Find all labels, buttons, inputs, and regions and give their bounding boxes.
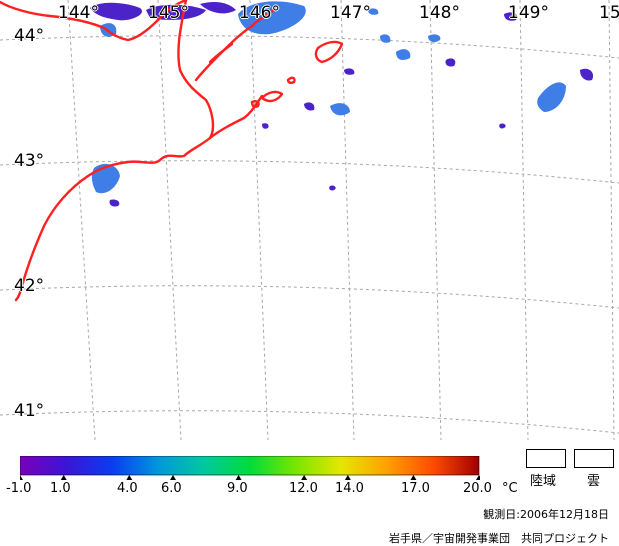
coastline-segment (208, 42, 234, 64)
color-bar-tick (170, 475, 176, 480)
lat-label-42: 42° (14, 276, 45, 296)
cloud-legend-swatch (574, 449, 614, 468)
meridian-line (249, 0, 269, 440)
scale-tick-label: 20.0 (463, 481, 492, 496)
parallel-line (0, 410, 619, 434)
meridian-line (429, 0, 442, 440)
meridian-line (340, 0, 355, 440)
parallel-line (0, 35, 619, 59)
credit-text: 岩手県／宇宙開発事業団 共同プロジェクト (389, 532, 609, 545)
cloud-patch (238, 1, 306, 35)
lon-label-149: 149° (508, 3, 549, 23)
graticule-lines (0, 0, 619, 440)
color-bar-tick (301, 475, 308, 480)
scale-tick-label: -1.0 (6, 481, 32, 496)
sst-map (0, 0, 619, 440)
cloud-patches (90, 1, 594, 207)
color-bar-tick (344, 475, 351, 480)
lat-label-43: 43° (14, 151, 45, 171)
coastline-segment (286, 76, 296, 85)
lat-label-44: 44° (14, 26, 45, 46)
land-legend-swatch (526, 449, 566, 468)
color-bar-tick (126, 475, 133, 480)
cloud-patch (330, 103, 350, 116)
color-bar-fill (20, 456, 480, 476)
meridian-line (608, 0, 615, 440)
color-bar-tick (20, 475, 23, 480)
cloud-patch (90, 2, 142, 21)
lon-label-146: 146° (239, 3, 280, 23)
lon-label-150: 15 (599, 3, 619, 23)
cloud-patch (396, 49, 411, 60)
lon-label-145: 145° (148, 3, 189, 23)
meridian-line (67, 0, 96, 440)
cloud-patch (329, 185, 336, 191)
coastline-segment (314, 40, 344, 64)
color-bar-tick (235, 475, 242, 480)
meridian-line (157, 0, 182, 440)
coastline-segment (250, 100, 260, 108)
scale-tick-label: 12.0 (289, 481, 318, 496)
lon-label-148: 148° (419, 3, 460, 23)
color-bar-tick (60, 475, 67, 480)
scale-tick-label: 4.0 (117, 481, 138, 496)
land-legend-label: 陸域 (530, 474, 557, 489)
meridian-line (519, 0, 529, 440)
lon-label-144: 144° (58, 3, 99, 23)
parallel-line (0, 285, 619, 309)
color-bar-tick (410, 475, 417, 480)
lat-label-41: 41° (14, 401, 45, 421)
coastline (0, 0, 344, 302)
coastline-segment (14, 0, 215, 302)
cloud-patch (445, 58, 456, 67)
cloud-patch (537, 82, 566, 112)
cloud-patch (344, 68, 355, 75)
cloud-patch (499, 123, 506, 129)
color-bar-ticks (20, 475, 480, 480)
cloud-patch (304, 102, 315, 111)
parallel-line (0, 160, 619, 184)
scale-tick-label: 17.0 (401, 481, 430, 496)
cloud-patch (504, 12, 518, 21)
cloud-patch (262, 123, 269, 129)
lon-label-147: 147° (330, 3, 371, 23)
coastline-segment (260, 90, 284, 103)
cloud-patch (109, 199, 120, 207)
cloud-patch (200, 2, 236, 14)
cloud-patch (380, 34, 391, 43)
coastline-segment (194, 8, 276, 82)
cloud-patch (368, 8, 379, 15)
scale-tick-label: 9.0 (227, 481, 248, 496)
scale-tick-label: 6.0 (161, 481, 182, 496)
scale-unit: °C (502, 481, 518, 496)
scale-tick-label: 14.0 (335, 481, 364, 496)
coastline-segment (0, 0, 188, 42)
cloud-patch (428, 34, 441, 43)
temperature-color-bar (20, 456, 480, 480)
cloud-legend-label: 雲 (587, 474, 601, 489)
observation-date: 観測日:2006年12月18日 (483, 508, 609, 521)
scale-tick-label: 1.0 (50, 481, 71, 496)
color-bar-tick (476, 475, 480, 480)
cloud-patch (580, 68, 594, 81)
